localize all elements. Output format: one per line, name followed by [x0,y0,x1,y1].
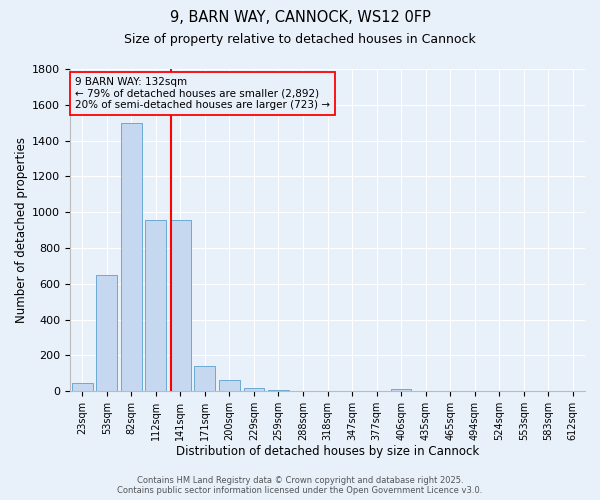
Bar [145,220,166,391]
Bar [293,390,313,391]
X-axis label: Distribution of detached houses by size in Cannock: Distribution of detached houses by size … [176,444,479,458]
Bar [72,383,92,391]
Text: Size of property relative to detached houses in Cannock: Size of property relative to detached ho… [124,32,476,46]
Bar [219,380,240,391]
Bar [391,390,412,391]
Bar [268,390,289,391]
Text: Contains HM Land Registry data © Crown copyright and database right 2025.
Contai: Contains HM Land Registry data © Crown c… [118,476,482,495]
Y-axis label: Number of detached properties: Number of detached properties [15,137,28,323]
Bar [194,366,215,391]
Text: 9, BARN WAY, CANNOCK, WS12 0FP: 9, BARN WAY, CANNOCK, WS12 0FP [170,10,430,25]
Bar [97,275,117,391]
Bar [170,220,191,391]
Bar [244,388,265,391]
Bar [121,122,142,391]
Text: 9 BARN WAY: 132sqm
← 79% of detached houses are smaller (2,892)
20% of semi-deta: 9 BARN WAY: 132sqm ← 79% of detached hou… [75,77,330,110]
